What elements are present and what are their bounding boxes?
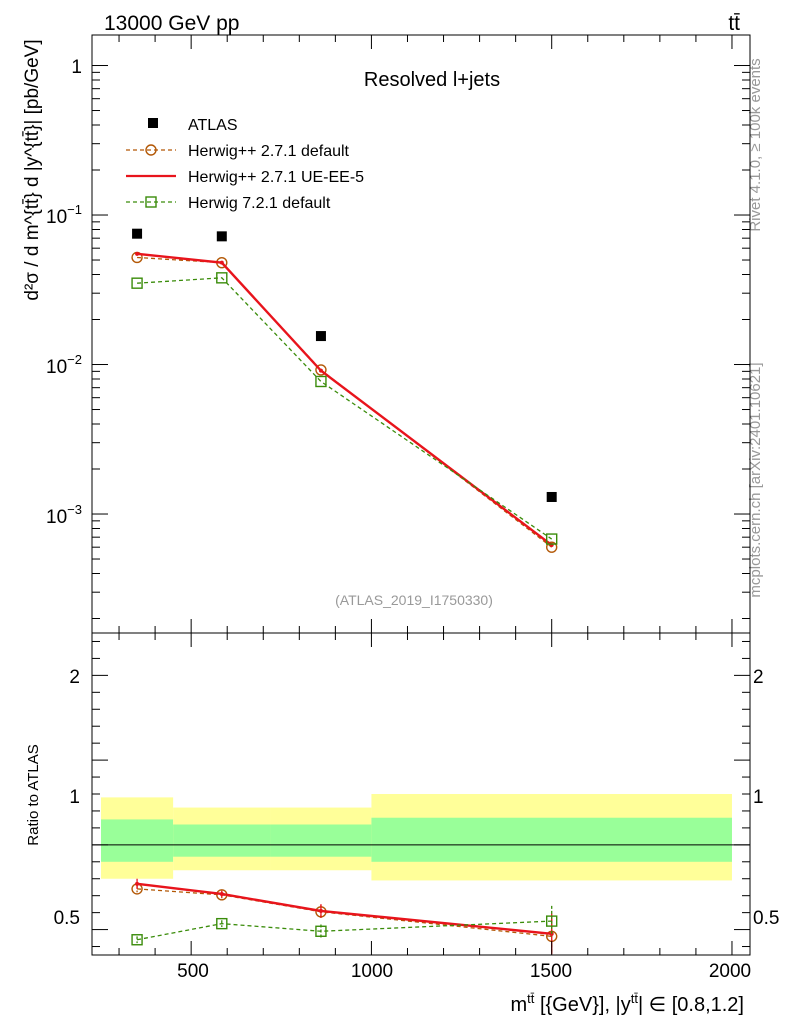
ratio-bands	[92, 794, 750, 881]
x-tick-label-1500: 1500	[530, 961, 572, 982]
ratio-tick-label-left-0.5: 0.5	[54, 908, 80, 929]
main-herwig-7-2-1-default-point	[131, 277, 143, 289]
ratio-herwig-7-2-1-default-point	[315, 925, 327, 937]
header-process-label: tt̄	[728, 12, 740, 35]
ratio-herwig-2-7-1-ue-ee-5-point	[219, 891, 224, 896]
legend-h1-label: Herwig++ 2.7.1 default	[188, 143, 350, 160]
main-herwig-2-7-1-ue-ee-5-line	[136, 252, 553, 547]
legend-h2-label: Herwig++ 2.7.1 UE-EE-5	[188, 169, 364, 186]
main-series-layer	[131, 228, 558, 553]
legend: ATLAS Herwig++ 2.7.1 default Herwig++ 2.…	[126, 117, 364, 212]
ratio-herwig-7-2-1-default-point	[545, 915, 558, 927]
ratio-band-green	[173, 824, 271, 857]
ratio-herwig-2-7-1-ue-ee-5-line	[136, 882, 552, 936]
main-herwig-2-7-1-ue-ee-5-point	[219, 260, 224, 265]
rivet-version-label: Rivet 4.1.0, ≥ 100k events	[747, 58, 764, 231]
analysis-label: (ATLAS_2019_I1750330)	[335, 592, 493, 608]
main-herwig-2-7-1-default-line	[137, 256, 553, 548]
ratio-y-axis-label: Ratio to ATLAS	[25, 744, 42, 845]
main-herwig-2-7-1-ue-ee-5-point	[135, 251, 140, 256]
ratio-series-layer	[131, 878, 558, 955]
legend-h3-label: Herwig 7.2.1 default	[188, 195, 331, 212]
x-tick-label-2000: 2000	[709, 961, 751, 982]
atlas-data-point	[315, 331, 326, 342]
header-energy-label: 13000 GeV pp	[104, 12, 239, 35]
ratio-band-green	[101, 819, 174, 862]
y-tick-label-0.001: 10−3	[46, 502, 82, 528]
axis-ticks	[92, 35, 750, 955]
ratio-band-green	[371, 817, 732, 862]
ratio-herwig-7-2-1-default-line	[136, 920, 552, 941]
ratio-tick-label-left-2: 2	[69, 667, 80, 688]
y-axis-label: d²σ / d m^{tt̄} d |y^{tt̄}| [pb/GeV]	[22, 39, 43, 300]
ratio-herwig-2-7-1-ue-ee-5-point	[318, 908, 323, 913]
legend-atlas-marker	[148, 118, 158, 128]
atlas-data-point	[216, 231, 227, 242]
atlas-data-point	[546, 491, 557, 502]
legend-h1-marker	[145, 144, 157, 156]
x-tick-label-1000: 1000	[351, 961, 393, 982]
ratio-tick-label-left-1: 1	[69, 787, 80, 808]
ratio-herwig-7-2-1-default-point	[131, 934, 143, 946]
x-tick-label-500: 500	[177, 961, 209, 982]
y-tick-label-1: 1	[71, 57, 82, 78]
legend-atlas-label: ATLAS	[188, 117, 238, 134]
legend-h3-marker	[145, 196, 157, 208]
main-herwig-7-2-1-default-point	[545, 533, 558, 545]
ratio-tick-label-right-0.5: 0.5	[753, 908, 779, 929]
ratio-tick-label-right-2: 2	[753, 667, 764, 688]
ratio-band-green	[270, 824, 372, 857]
main-herwig-2-7-1-ue-ee-5-point	[318, 368, 323, 373]
main-herwig-7-2-1-default-point	[315, 375, 327, 388]
main-herwig-2-7-1-default-point	[315, 364, 327, 376]
y-tick-label-0.1: 10−1	[46, 202, 82, 228]
main-herwig-7-2-1-default-point	[216, 272, 228, 284]
ratio-herwig-7-2-1-default-point	[216, 917, 228, 930]
main-herwig-7-2-1-default-line	[137, 277, 553, 540]
mcplots-label: mcplots.cern.ch [arXiv:2401.10621]	[747, 362, 764, 597]
ratio-herwig-2-7-1-ue-ee-5-point	[135, 881, 140, 886]
atlas-data-point	[132, 228, 143, 239]
y-tick-label-0.01: 10−2	[46, 352, 82, 378]
x-axis-label: mtt̄ [{GeV}], |ytt̄| ∈ [0.8,1.2]	[510, 991, 744, 1016]
main-herwig-2-7-1-default-point	[545, 541, 558, 553]
chart-title: Resolved l+jets	[364, 69, 500, 91]
ratio-tick-label-right-1: 1	[753, 787, 764, 808]
